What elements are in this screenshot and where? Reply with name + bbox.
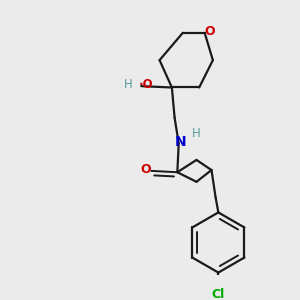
Text: O: O <box>140 163 151 176</box>
Text: H: H <box>192 128 201 140</box>
Text: O: O <box>204 25 215 38</box>
Text: Cl: Cl <box>212 288 225 300</box>
Text: N: N <box>175 135 187 149</box>
Text: ·O: ·O <box>139 78 154 91</box>
Text: H: H <box>124 78 132 91</box>
